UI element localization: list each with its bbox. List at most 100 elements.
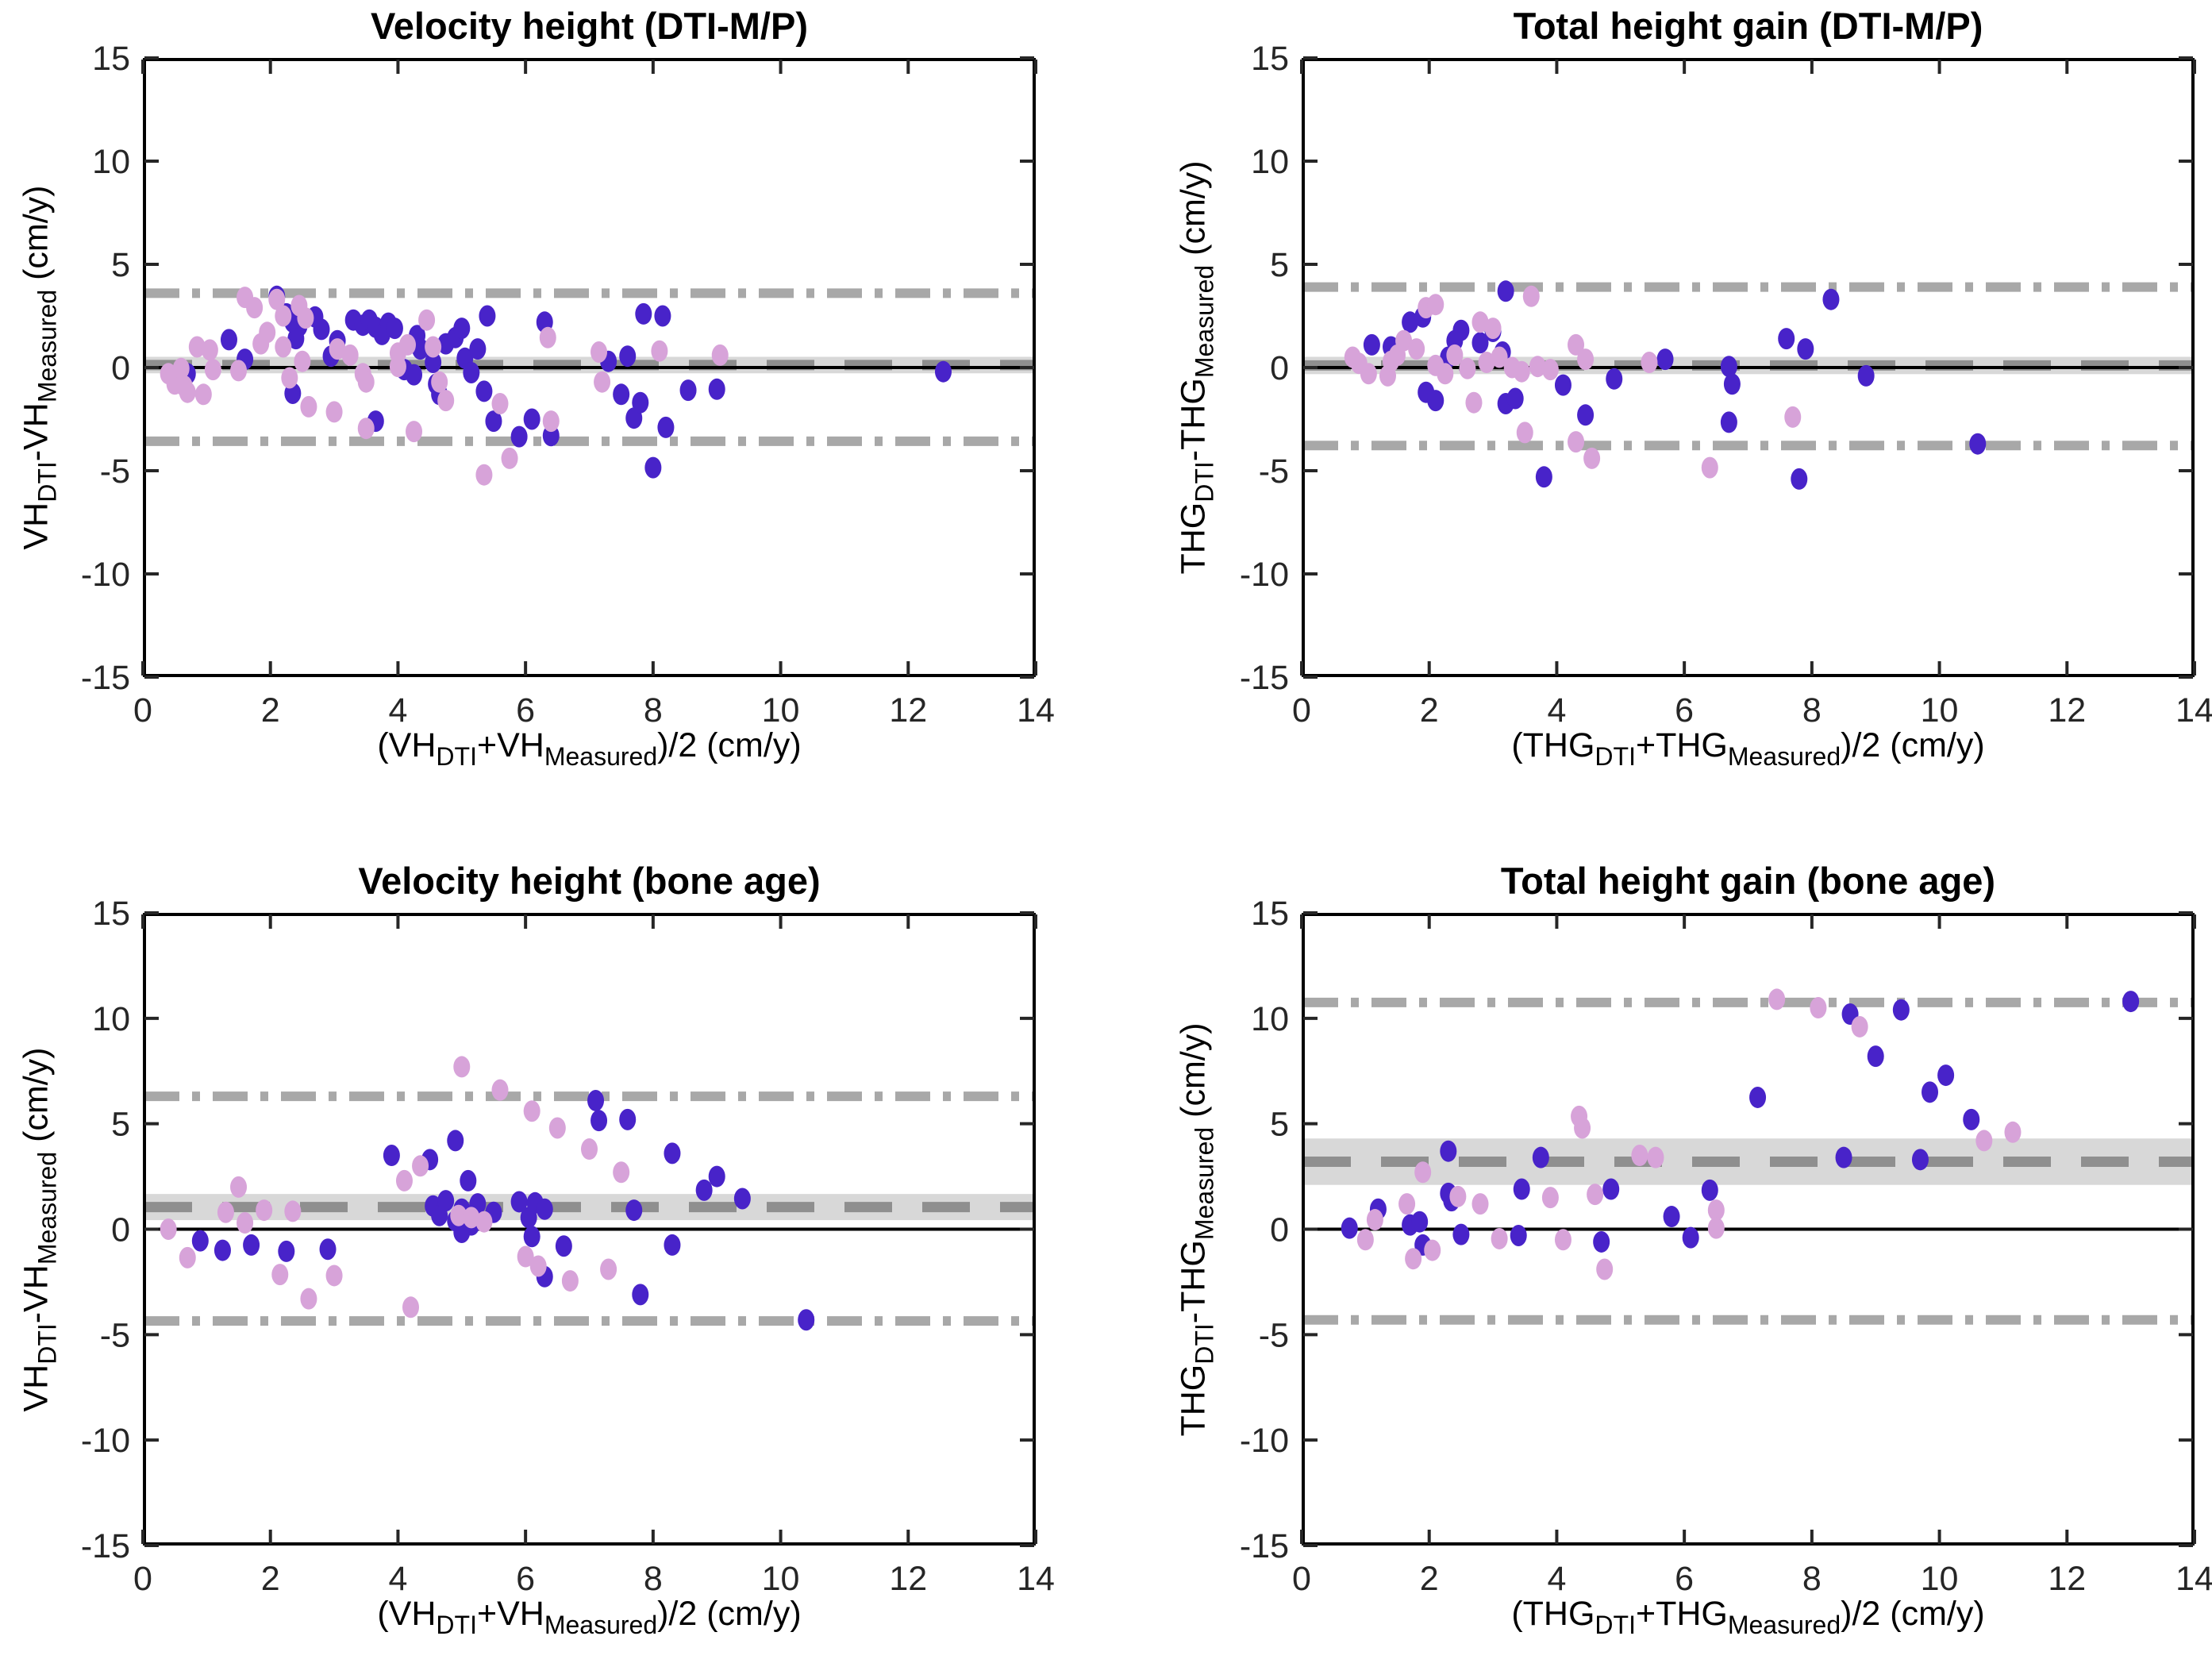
data-point <box>491 1079 509 1101</box>
data-point <box>217 1201 234 1223</box>
data-point <box>632 391 649 414</box>
data-point <box>475 1211 493 1233</box>
data-point <box>1937 1064 1955 1087</box>
data-point <box>733 1188 751 1210</box>
data-point <box>1497 280 1514 302</box>
confidence-band <box>144 356 1034 374</box>
data-point <box>325 1265 343 1287</box>
data-point <box>287 328 305 350</box>
label-subscript: Measured <box>1727 1611 1841 1639</box>
data-point <box>230 360 248 382</box>
data-point <box>619 1108 637 1130</box>
tick-marks <box>1300 911 2196 1547</box>
data-point <box>1768 988 1786 1011</box>
y-tick-label: 5 <box>111 1106 130 1144</box>
label-subscript: DTI <box>436 1611 477 1639</box>
data-point <box>475 464 493 486</box>
y-tick-label: -10 <box>1240 556 1289 594</box>
data-point <box>1707 1217 1725 1239</box>
data-point <box>1568 431 1585 453</box>
data-point <box>934 360 952 383</box>
x-tick-label: 0 <box>1292 1560 1311 1598</box>
data-point <box>204 359 221 381</box>
data-point <box>657 416 675 438</box>
x-tick-label: 2 <box>1420 1560 1439 1598</box>
data-point <box>1602 1178 1620 1200</box>
data-point <box>447 1130 464 1152</box>
data-point <box>517 1245 534 1268</box>
y-tick-label: 10 <box>1251 143 1289 181</box>
scatter-plot-total-height-gain-dti-mp: 0 2 4 6 8 10 12 14 -15 -10 -5 0 5 10 15 <box>1240 40 2212 729</box>
y-tick-label: -5 <box>1259 1316 1289 1354</box>
data-point <box>1414 1161 1432 1184</box>
data-point <box>450 1204 467 1226</box>
data-point <box>1606 368 1623 390</box>
y-tick-label: 5 <box>1270 246 1289 284</box>
data-point <box>1471 311 1489 333</box>
data-point <box>469 338 487 360</box>
data-point <box>539 326 556 348</box>
data-point <box>587 1089 605 1111</box>
data-point <box>319 1238 337 1261</box>
x-tick-label: 4 <box>1547 691 1566 729</box>
y-tick-label: 15 <box>92 895 130 933</box>
scatter-plot-total-height-gain-bone-age: 0 2 4 6 8 10 12 14 -15 -10 -5 0 5 10 15 <box>1240 895 2212 1598</box>
y-tick-label: -15 <box>1240 1527 1289 1565</box>
data-point <box>1532 1146 1549 1168</box>
data-point <box>437 390 455 412</box>
data-point <box>1535 466 1552 488</box>
data-point <box>1577 404 1595 426</box>
label-subscript: Measured <box>544 742 658 771</box>
data-point <box>402 1296 419 1318</box>
data-point <box>237 1212 254 1234</box>
x-tick-label: 14 <box>2175 1560 2212 1598</box>
label-text: )/2 (cm/y) <box>657 726 802 764</box>
label-text: +VH <box>476 726 544 764</box>
x-tick-label: 2 <box>261 1560 280 1598</box>
label-text: (THG <box>1511 726 1595 764</box>
data-point <box>561 1270 579 1292</box>
x-tick-label: 12 <box>889 691 927 729</box>
data-point <box>613 383 630 406</box>
data-point <box>475 380 493 402</box>
data-point <box>1360 363 1377 385</box>
x-tick-label: 12 <box>2048 691 2086 729</box>
data-point <box>297 307 314 329</box>
data-point <box>632 1284 649 1306</box>
label-text: )/2 (cm/y) <box>657 1595 802 1633</box>
data-point <box>1851 1015 1868 1037</box>
y-tick-label: -15 <box>1240 659 1289 697</box>
data-point <box>1398 1193 1416 1215</box>
data-point <box>431 371 448 393</box>
data-point <box>1784 406 1802 428</box>
data-point <box>1682 1226 1699 1249</box>
x-tick-label: 12 <box>889 1560 927 1598</box>
data-point <box>1720 411 1737 433</box>
y-tick-label: -5 <box>100 452 130 491</box>
series-plum <box>160 1056 630 1318</box>
panel-title-velocity-height-bone-age: Velocity height (bone age) <box>358 860 821 902</box>
data-point <box>619 345 637 368</box>
data-point <box>485 410 502 433</box>
x-tick-label: 0 <box>133 1560 152 1598</box>
data-point <box>529 1255 547 1277</box>
label-text: +THG <box>1635 1595 1728 1633</box>
data-point <box>1707 1199 1725 1222</box>
data-point <box>1922 1081 1939 1103</box>
data-point <box>523 1100 540 1122</box>
data-point <box>1797 338 1814 360</box>
y-tick-label: -5 <box>100 1316 130 1354</box>
x-tick-label: 10 <box>762 1560 800 1598</box>
data-point <box>1471 332 1489 354</box>
data-point <box>1663 1206 1680 1228</box>
x-tick-label: 10 <box>1921 691 1959 729</box>
data-point <box>453 1056 471 1078</box>
data-point <box>1810 997 1827 1019</box>
y-tick-label: 15 <box>92 40 130 78</box>
data-point <box>1459 357 1476 379</box>
data-point <box>268 288 286 310</box>
data-point <box>425 352 442 373</box>
data-point <box>1424 1239 1441 1261</box>
data-point <box>1641 352 1658 373</box>
